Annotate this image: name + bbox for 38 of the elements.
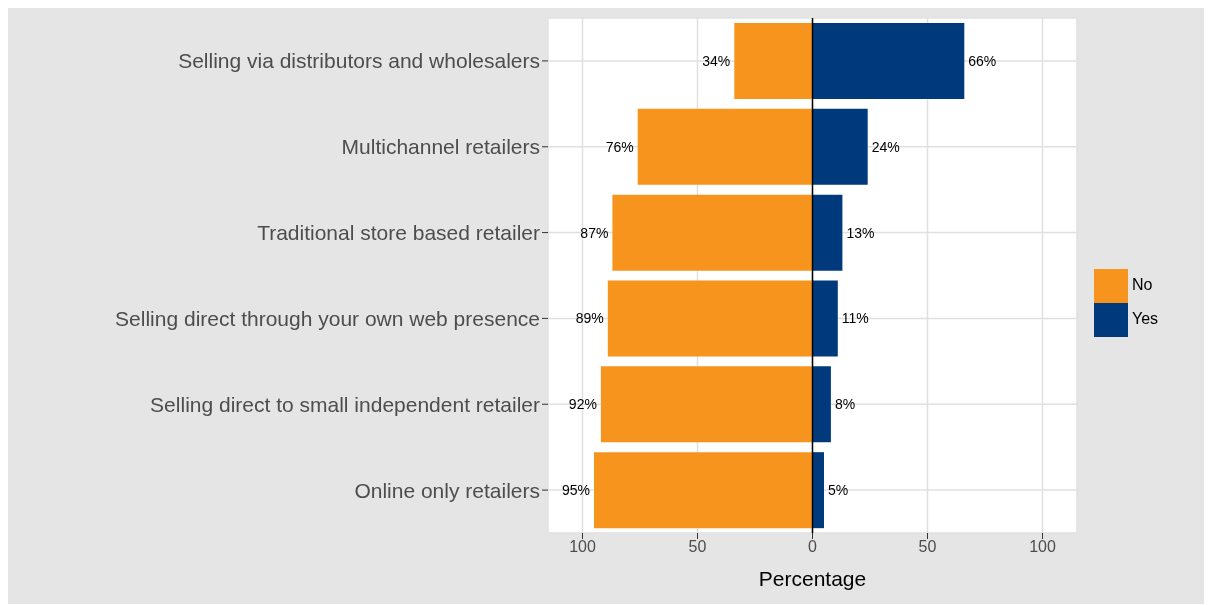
y-tick-label: Traditional store based retailer <box>257 221 540 245</box>
x-tick-label: 50 <box>918 538 937 556</box>
bar <box>637 108 813 185</box>
bar <box>812 23 965 99</box>
data-label: 66% <box>968 52 997 69</box>
bar <box>812 452 824 529</box>
bar <box>812 280 838 357</box>
data-label: 89% <box>575 310 604 327</box>
x-axis-title: Percentage <box>758 567 867 590</box>
x-tick-label: 100 <box>1029 538 1056 556</box>
x-tick-label: 0 <box>808 538 818 556</box>
y-tick-label: Online only retailers <box>354 478 540 502</box>
y-tick-label: Multichannel retailers <box>341 135 540 159</box>
bar <box>812 366 831 443</box>
data-label: 11% <box>841 310 869 327</box>
data-label: 5% <box>828 482 849 499</box>
bar <box>600 366 813 443</box>
bar <box>812 194 843 271</box>
data-label: 87% <box>580 224 609 241</box>
data-label: 34% <box>702 52 731 69</box>
bar <box>612 194 813 271</box>
data-label: 24% <box>871 138 900 155</box>
data-label: 92% <box>568 396 597 413</box>
y-tick-label: Selling direct through your own web presence <box>115 306 540 330</box>
legend-label: No <box>1132 276 1153 294</box>
y-tick-label: Selling direct to small independent retailer <box>150 392 540 416</box>
legend-label: Yes <box>1132 310 1159 328</box>
y-tick-label: Selling via distributors and wholesalers <box>178 49 540 73</box>
x-tick-label: 100 <box>569 538 596 556</box>
data-label: 76% <box>605 138 634 155</box>
bar <box>607 280 813 357</box>
bar <box>734 23 813 99</box>
data-label: 13% <box>846 224 875 241</box>
x-tick-label: 50 <box>688 538 707 556</box>
bar <box>812 108 868 185</box>
bar <box>594 452 813 529</box>
data-label: 8% <box>834 396 856 413</box>
data-label: 95% <box>561 482 590 499</box>
